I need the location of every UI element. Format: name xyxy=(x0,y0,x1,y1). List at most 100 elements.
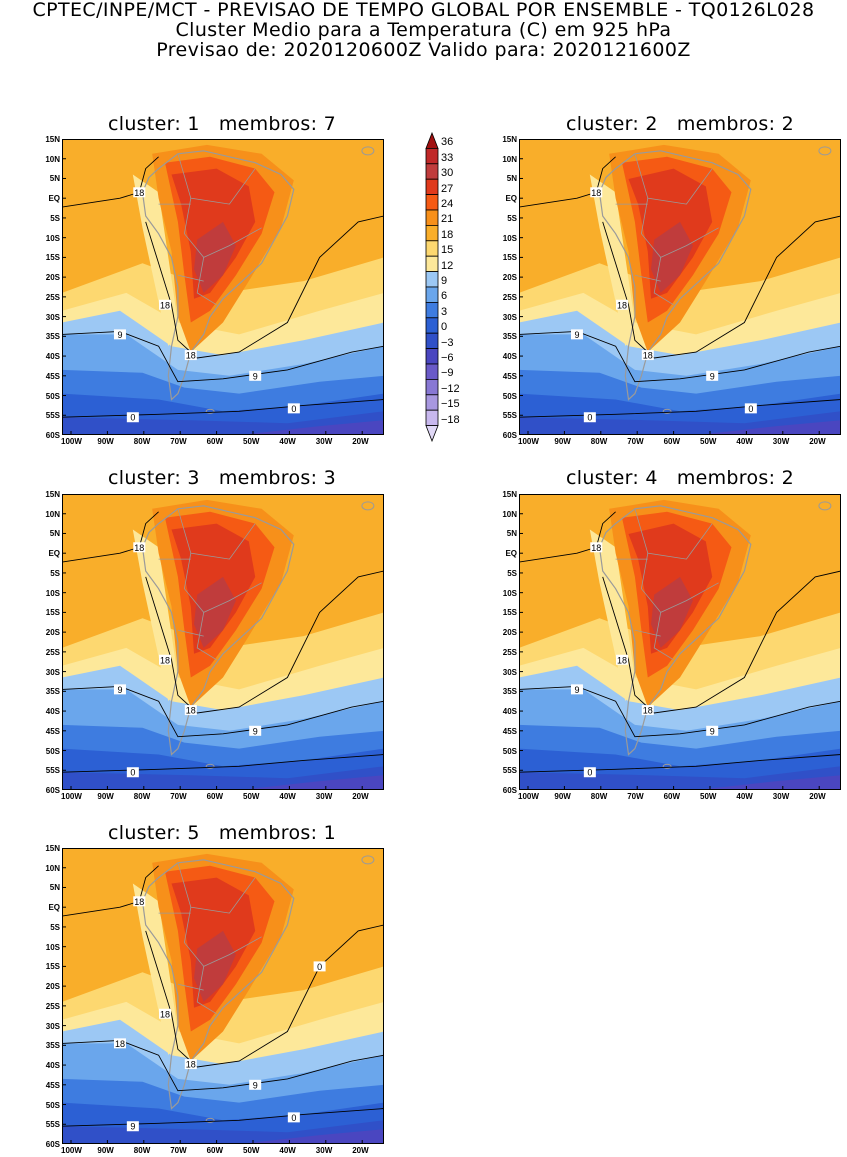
colorbar-cell xyxy=(425,394,439,411)
lat-tick-label: 40S xyxy=(45,1061,60,1071)
colorbar-cell xyxy=(425,425,439,442)
panel-title: cluster: 3 membros: 3 xyxy=(108,467,337,489)
country-border xyxy=(653,257,674,306)
map-frame xyxy=(62,848,384,1144)
lat-tick-label: 45S xyxy=(45,371,60,381)
lat-tick-label: 50S xyxy=(502,746,517,756)
country-border xyxy=(196,966,217,1015)
temperature-band xyxy=(194,221,236,293)
lon-tick-label: 80W xyxy=(590,792,608,801)
lon-tick-label: 30W xyxy=(772,792,790,801)
lon-tick-label: 90W xyxy=(97,437,114,446)
colorbar-level-label: −12 xyxy=(441,382,460,395)
colorbar-cell xyxy=(425,317,439,334)
island xyxy=(361,146,375,156)
lon-tick-label: 30W xyxy=(315,792,333,801)
contour-line xyxy=(519,399,841,418)
svg-text:0: 0 xyxy=(317,962,322,972)
panel-title: cluster: 5 membros: 1 xyxy=(108,822,337,844)
colorbar-cell xyxy=(425,132,439,149)
contour-label: 18 xyxy=(133,896,146,907)
lat-tick-label: 5N xyxy=(506,529,517,539)
lon-tick-label: 100W xyxy=(518,792,539,801)
lat-tick-label: 20S xyxy=(45,982,60,992)
coastline xyxy=(141,505,295,756)
lat-tick-label: 45S xyxy=(45,726,60,736)
contour-label: 0 xyxy=(583,767,596,778)
lat-tick-label: 15N xyxy=(45,490,60,499)
contour-line xyxy=(602,215,841,359)
svg-text:0: 0 xyxy=(587,768,592,778)
lat-tick-label: 5S xyxy=(50,213,60,223)
lon-tick-label: 80W xyxy=(133,792,151,801)
map-frame xyxy=(62,494,384,790)
colorbar-cell xyxy=(425,409,439,427)
svg-text:18: 18 xyxy=(186,1060,196,1070)
lat-tick-label: 10S xyxy=(45,233,60,243)
lon-tick-label: 60W xyxy=(206,792,224,801)
country-border xyxy=(634,274,661,282)
lat-tick-label: 25S xyxy=(45,647,60,657)
contour-line xyxy=(145,570,384,714)
lat-tick-label: 35S xyxy=(45,332,60,342)
lon-tick-label: 90W xyxy=(554,437,571,446)
lat-tick-label: 40S xyxy=(502,707,517,717)
svg-text:9: 9 xyxy=(253,726,258,736)
colorbar-cell xyxy=(425,348,439,365)
contour-line xyxy=(62,330,384,383)
lat-tick-label: 15N xyxy=(45,844,60,853)
lon-tick-label: 20W xyxy=(809,792,826,801)
country-border xyxy=(196,612,217,661)
contour-line xyxy=(602,570,841,714)
colorbar-level-label: 0 xyxy=(441,321,448,334)
coastline xyxy=(598,505,752,756)
lon-tick-label: 80W xyxy=(133,1146,151,1155)
lat-tick-label: 15S xyxy=(45,253,60,263)
lat-tick-label: 30S xyxy=(502,312,517,322)
contour-label: 18 xyxy=(184,705,197,716)
lon-tick-label: 40W xyxy=(279,437,296,446)
colorbar-cell xyxy=(425,194,439,211)
lat-tick-label: 35S xyxy=(45,1041,60,1051)
contour-label: 0 xyxy=(126,767,139,778)
lon-tick-label: 80W xyxy=(590,437,608,446)
colorbar-cell xyxy=(425,163,439,180)
lat-tick-label: 25S xyxy=(45,292,60,302)
lat-tick-label: 5S xyxy=(50,922,60,932)
lon-tick-label: 60W xyxy=(663,437,681,446)
country-border xyxy=(640,198,719,258)
lat-tick-label: 50S xyxy=(45,746,60,756)
lat-tick-label: 30S xyxy=(45,1021,60,1031)
country-border xyxy=(634,508,713,560)
coastline xyxy=(141,859,295,1110)
svg-text:18: 18 xyxy=(643,351,653,361)
lat-tick-label: 10N xyxy=(502,154,517,164)
colorbar-level-label: 21 xyxy=(441,213,454,226)
temperature-band xyxy=(651,221,693,293)
svg-text:18: 18 xyxy=(617,300,627,310)
svg-text:0: 0 xyxy=(587,413,592,423)
colorbar-cell xyxy=(425,240,439,257)
temperature-band xyxy=(194,930,236,1002)
contour-line xyxy=(62,1039,384,1092)
lat-tick-label: 20S xyxy=(502,628,517,638)
island xyxy=(205,763,215,769)
lon-tick-label: 70W xyxy=(170,1146,187,1155)
lon-tick-label: 40W xyxy=(279,792,296,801)
contour-line xyxy=(145,924,384,1068)
contour-line xyxy=(62,399,384,418)
svg-text:9: 9 xyxy=(117,330,122,340)
lat-tick-label: 25S xyxy=(502,292,517,302)
contour-label: 18 xyxy=(641,705,654,716)
svg-text:9: 9 xyxy=(253,1080,258,1090)
svg-text:0: 0 xyxy=(291,1113,296,1123)
contour-label: 18 xyxy=(159,1008,172,1019)
svg-text:0: 0 xyxy=(130,768,135,778)
country-border xyxy=(196,257,217,306)
contour-label: 18 xyxy=(616,299,629,310)
contour-label: 18 xyxy=(159,299,172,310)
contour-label: 9 xyxy=(706,370,719,381)
lon-tick-label: 90W xyxy=(97,792,114,801)
colorbar-level-label: 36 xyxy=(441,136,454,149)
contour-label: 9 xyxy=(113,684,126,695)
